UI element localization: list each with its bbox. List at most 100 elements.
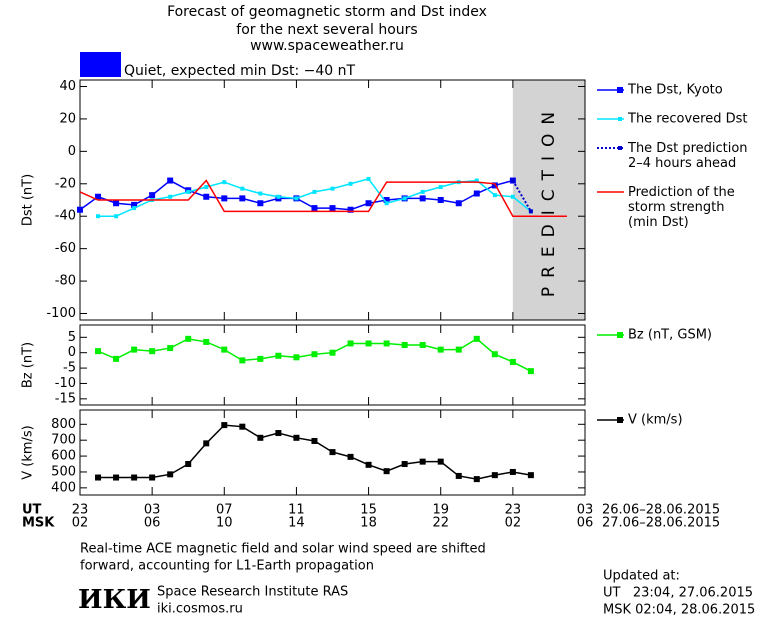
- data-point: [95, 474, 102, 481]
- data-point: [167, 471, 174, 478]
- data-point: [240, 186, 245, 191]
- data-point: [419, 195, 426, 202]
- data-point: [131, 346, 138, 353]
- x-tick-label: 15: [360, 503, 377, 518]
- y-tick-label: -40: [55, 209, 76, 224]
- data-point: [149, 474, 156, 481]
- y-tick-label: -80: [55, 274, 76, 289]
- x2-range: 27.06–28.06.2015: [602, 516, 720, 531]
- y-tick-label: -20: [55, 176, 76, 191]
- data-point: [203, 193, 210, 200]
- x-tick-label: 03: [144, 503, 161, 518]
- y-axis-label: Dst (nT): [21, 174, 36, 226]
- data-point: [167, 345, 174, 352]
- data-point: [509, 358, 516, 365]
- data-point: [438, 185, 443, 190]
- data-point: [132, 206, 137, 211]
- y-tick-label: 40: [59, 79, 76, 94]
- x-tick-label: 23: [505, 503, 522, 518]
- data-point: [186, 189, 191, 194]
- data-point: [365, 200, 372, 207]
- data-point: [203, 338, 210, 345]
- y-tick-label: -15: [55, 391, 76, 406]
- data-point: [347, 453, 354, 460]
- data-point: [131, 201, 138, 208]
- data-point: [509, 468, 516, 475]
- y-tick-label: 500: [51, 464, 76, 479]
- legend-marker: [618, 146, 622, 150]
- data-point: [419, 342, 426, 348]
- data-point: [167, 177, 174, 184]
- site: iki.cosmos.ru: [157, 602, 243, 617]
- data-point: [95, 348, 102, 355]
- y-axis-label: V (km/s): [21, 425, 36, 480]
- x2-tick-label: 06: [577, 516, 594, 531]
- data-point: [420, 189, 425, 194]
- y-tick-label: 0: [68, 345, 76, 360]
- legend-marker: [617, 87, 623, 93]
- data-point: [510, 194, 515, 199]
- data-point: [366, 176, 371, 181]
- data-point: [257, 434, 264, 441]
- data-point: [77, 206, 83, 213]
- data-point: [276, 194, 281, 199]
- data-point: [365, 340, 372, 347]
- data-point: [365, 461, 372, 468]
- data-point: [312, 189, 317, 194]
- y-tick-label: 700: [51, 433, 76, 448]
- x-tick-label: 03: [577, 503, 594, 518]
- data-point: [455, 472, 462, 479]
- legend-label: Prediction of the storm strength (min Dst): [628, 185, 735, 230]
- x-tick-label: 07: [216, 503, 233, 518]
- y-tick-label: -10: [55, 376, 76, 391]
- data-point: [221, 422, 228, 429]
- x2-tick-label: 02: [505, 516, 522, 531]
- data-point: [258, 191, 263, 196]
- title: Forecast of geomagnetic storm and Dst in…: [167, 4, 487, 20]
- title: for the next several hours: [236, 22, 417, 38]
- data-point: [239, 423, 246, 430]
- series-line: [98, 424, 532, 480]
- data-point: [96, 214, 101, 219]
- legend-marker: [617, 332, 623, 338]
- data-point: [257, 355, 264, 362]
- data-point: [149, 348, 156, 355]
- x2-axis-label: MSK: [22, 516, 55, 531]
- data-point: [401, 342, 408, 348]
- logo: ИКИ: [78, 585, 151, 615]
- data-point: [239, 357, 246, 364]
- data-point: [221, 346, 228, 353]
- data-point: [221, 195, 228, 202]
- data-point: [527, 472, 534, 479]
- data-point: [239, 195, 246, 202]
- data-point: [348, 181, 353, 186]
- institute: Space Research Institute RAS: [157, 585, 348, 600]
- x-tick-label: 23: [72, 503, 89, 518]
- data-point: [113, 200, 120, 207]
- data-point: [330, 186, 335, 191]
- status-box: [80, 52, 121, 77]
- legend-label: The Dst, Kyoto: [627, 83, 723, 98]
- data-point: [329, 205, 336, 212]
- data-point: [203, 440, 210, 447]
- x2-tick-label: 06: [144, 516, 161, 531]
- status: Quiet, expected min Dst: −40 nT: [124, 63, 356, 79]
- data-point: [275, 430, 282, 437]
- data-point: [437, 197, 444, 203]
- series-line: [79, 179, 567, 217]
- y-tick-label: 0: [68, 144, 76, 159]
- x2-tick-label: 10: [216, 516, 233, 531]
- data-point: [491, 472, 498, 479]
- data-point: [455, 346, 462, 353]
- data-point: [311, 351, 318, 358]
- data-point: [455, 200, 462, 207]
- series-line: [511, 180, 532, 212]
- data-point: [257, 200, 264, 207]
- legend-label: The Dst prediction 2–4 hours ahead: [627, 141, 748, 171]
- y-tick-label: 800: [51, 417, 76, 432]
- data-point: [294, 196, 299, 201]
- data-point: [437, 346, 444, 353]
- data-point: [113, 474, 120, 481]
- legend-label: Bz (nT, GSM): [628, 328, 712, 343]
